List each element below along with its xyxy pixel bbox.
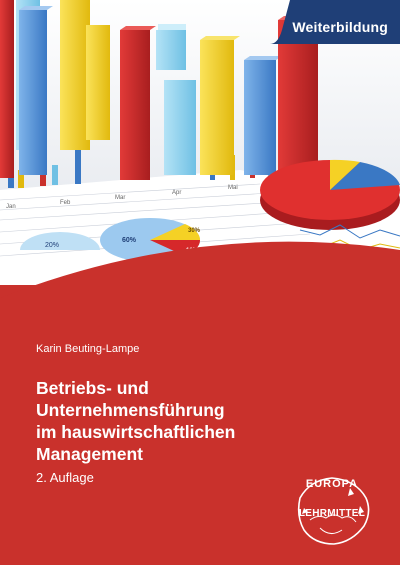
- month-label: Jan: [6, 204, 16, 210]
- category-label: Weiterbildung: [292, 19, 388, 35]
- category-banner: Weiterbildung: [270, 0, 400, 44]
- edition-label: 2. Auflage: [36, 470, 94, 485]
- europe-map-icon: [297, 477, 370, 545]
- title-line: Betriebs- und: [36, 378, 149, 398]
- month-label: Feb: [60, 200, 71, 206]
- pie-label-10: 10%: [186, 248, 199, 254]
- publisher-logo-top: EUROPA: [305, 478, 359, 490]
- cover-photo-charts: Jan Feb Mar Apr Mai: [0, 0, 400, 285]
- pie-label-60: 60%: [122, 237, 137, 244]
- month-label: Apr: [172, 190, 181, 196]
- book-title: Betriebs- und Unternehmensführung im hau…: [36, 377, 296, 465]
- title-line: Unternehmensführung: [36, 400, 225, 420]
- pie-label-20: 20%: [45, 242, 59, 249]
- month-label: Mai: [228, 185, 238, 191]
- month-label: Mar: [115, 195, 125, 201]
- title-line: Management: [36, 444, 143, 464]
- author-name: Karin Beuting-Lampe: [36, 343, 140, 355]
- publisher-logo: EUROPA LEHRMITTEL: [280, 468, 384, 560]
- publisher-logo-bottom: LEHRMITTEL: [298, 508, 366, 519]
- title-line: im hauswirtschaftlichen: [36, 422, 236, 442]
- pie-label-30: 30%: [188, 228, 201, 234]
